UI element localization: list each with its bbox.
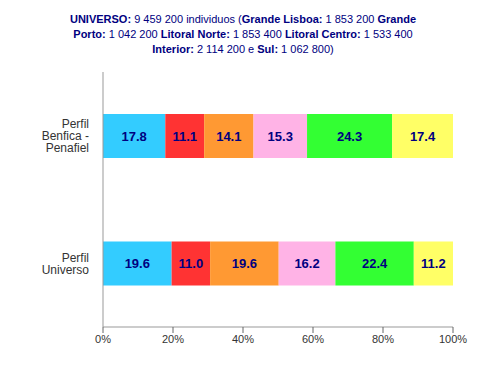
svg-text:20%: 20% bbox=[162, 333, 184, 345]
svg-text:17.4: 17.4 bbox=[410, 129, 436, 144]
svg-text:19.6: 19.6 bbox=[125, 256, 150, 271]
svg-text:19.6: 19.6 bbox=[232, 256, 257, 271]
svg-text:17.8: 17.8 bbox=[121, 129, 146, 144]
svg-text:14.1: 14.1 bbox=[216, 129, 241, 144]
svg-text:100%: 100% bbox=[439, 333, 467, 345]
svg-text:PerfilUniverso: PerfilUniverso bbox=[42, 251, 90, 277]
svg-text:PerfilBenfica -Penafiel: PerfilBenfica -Penafiel bbox=[42, 117, 89, 155]
svg-text:11.0: 11.0 bbox=[179, 256, 204, 271]
svg-text:24.3: 24.3 bbox=[337, 129, 362, 144]
svg-text:40%: 40% bbox=[232, 333, 254, 345]
svg-text:80%: 80% bbox=[372, 333, 394, 345]
svg-text:16.2: 16.2 bbox=[294, 256, 319, 271]
svg-text:0%: 0% bbox=[95, 333, 111, 345]
svg-text:11.2: 11.2 bbox=[421, 256, 446, 271]
svg-text:15.3: 15.3 bbox=[268, 129, 293, 144]
html-text:Interior: 2 114 200 e Sul: 1 0: Interior: 2 114 200 e Sul: 1 062 800) bbox=[152, 43, 334, 55]
svg-text:11.1: 11.1 bbox=[172, 129, 197, 144]
svg-text:60%: 60% bbox=[302, 333, 324, 345]
html-text:UNIVERSO: 9 459 200 individuos: UNIVERSO: 9 459 200 individuos (Grande L… bbox=[70, 13, 416, 40]
svg-text:22.4: 22.4 bbox=[362, 256, 388, 271]
